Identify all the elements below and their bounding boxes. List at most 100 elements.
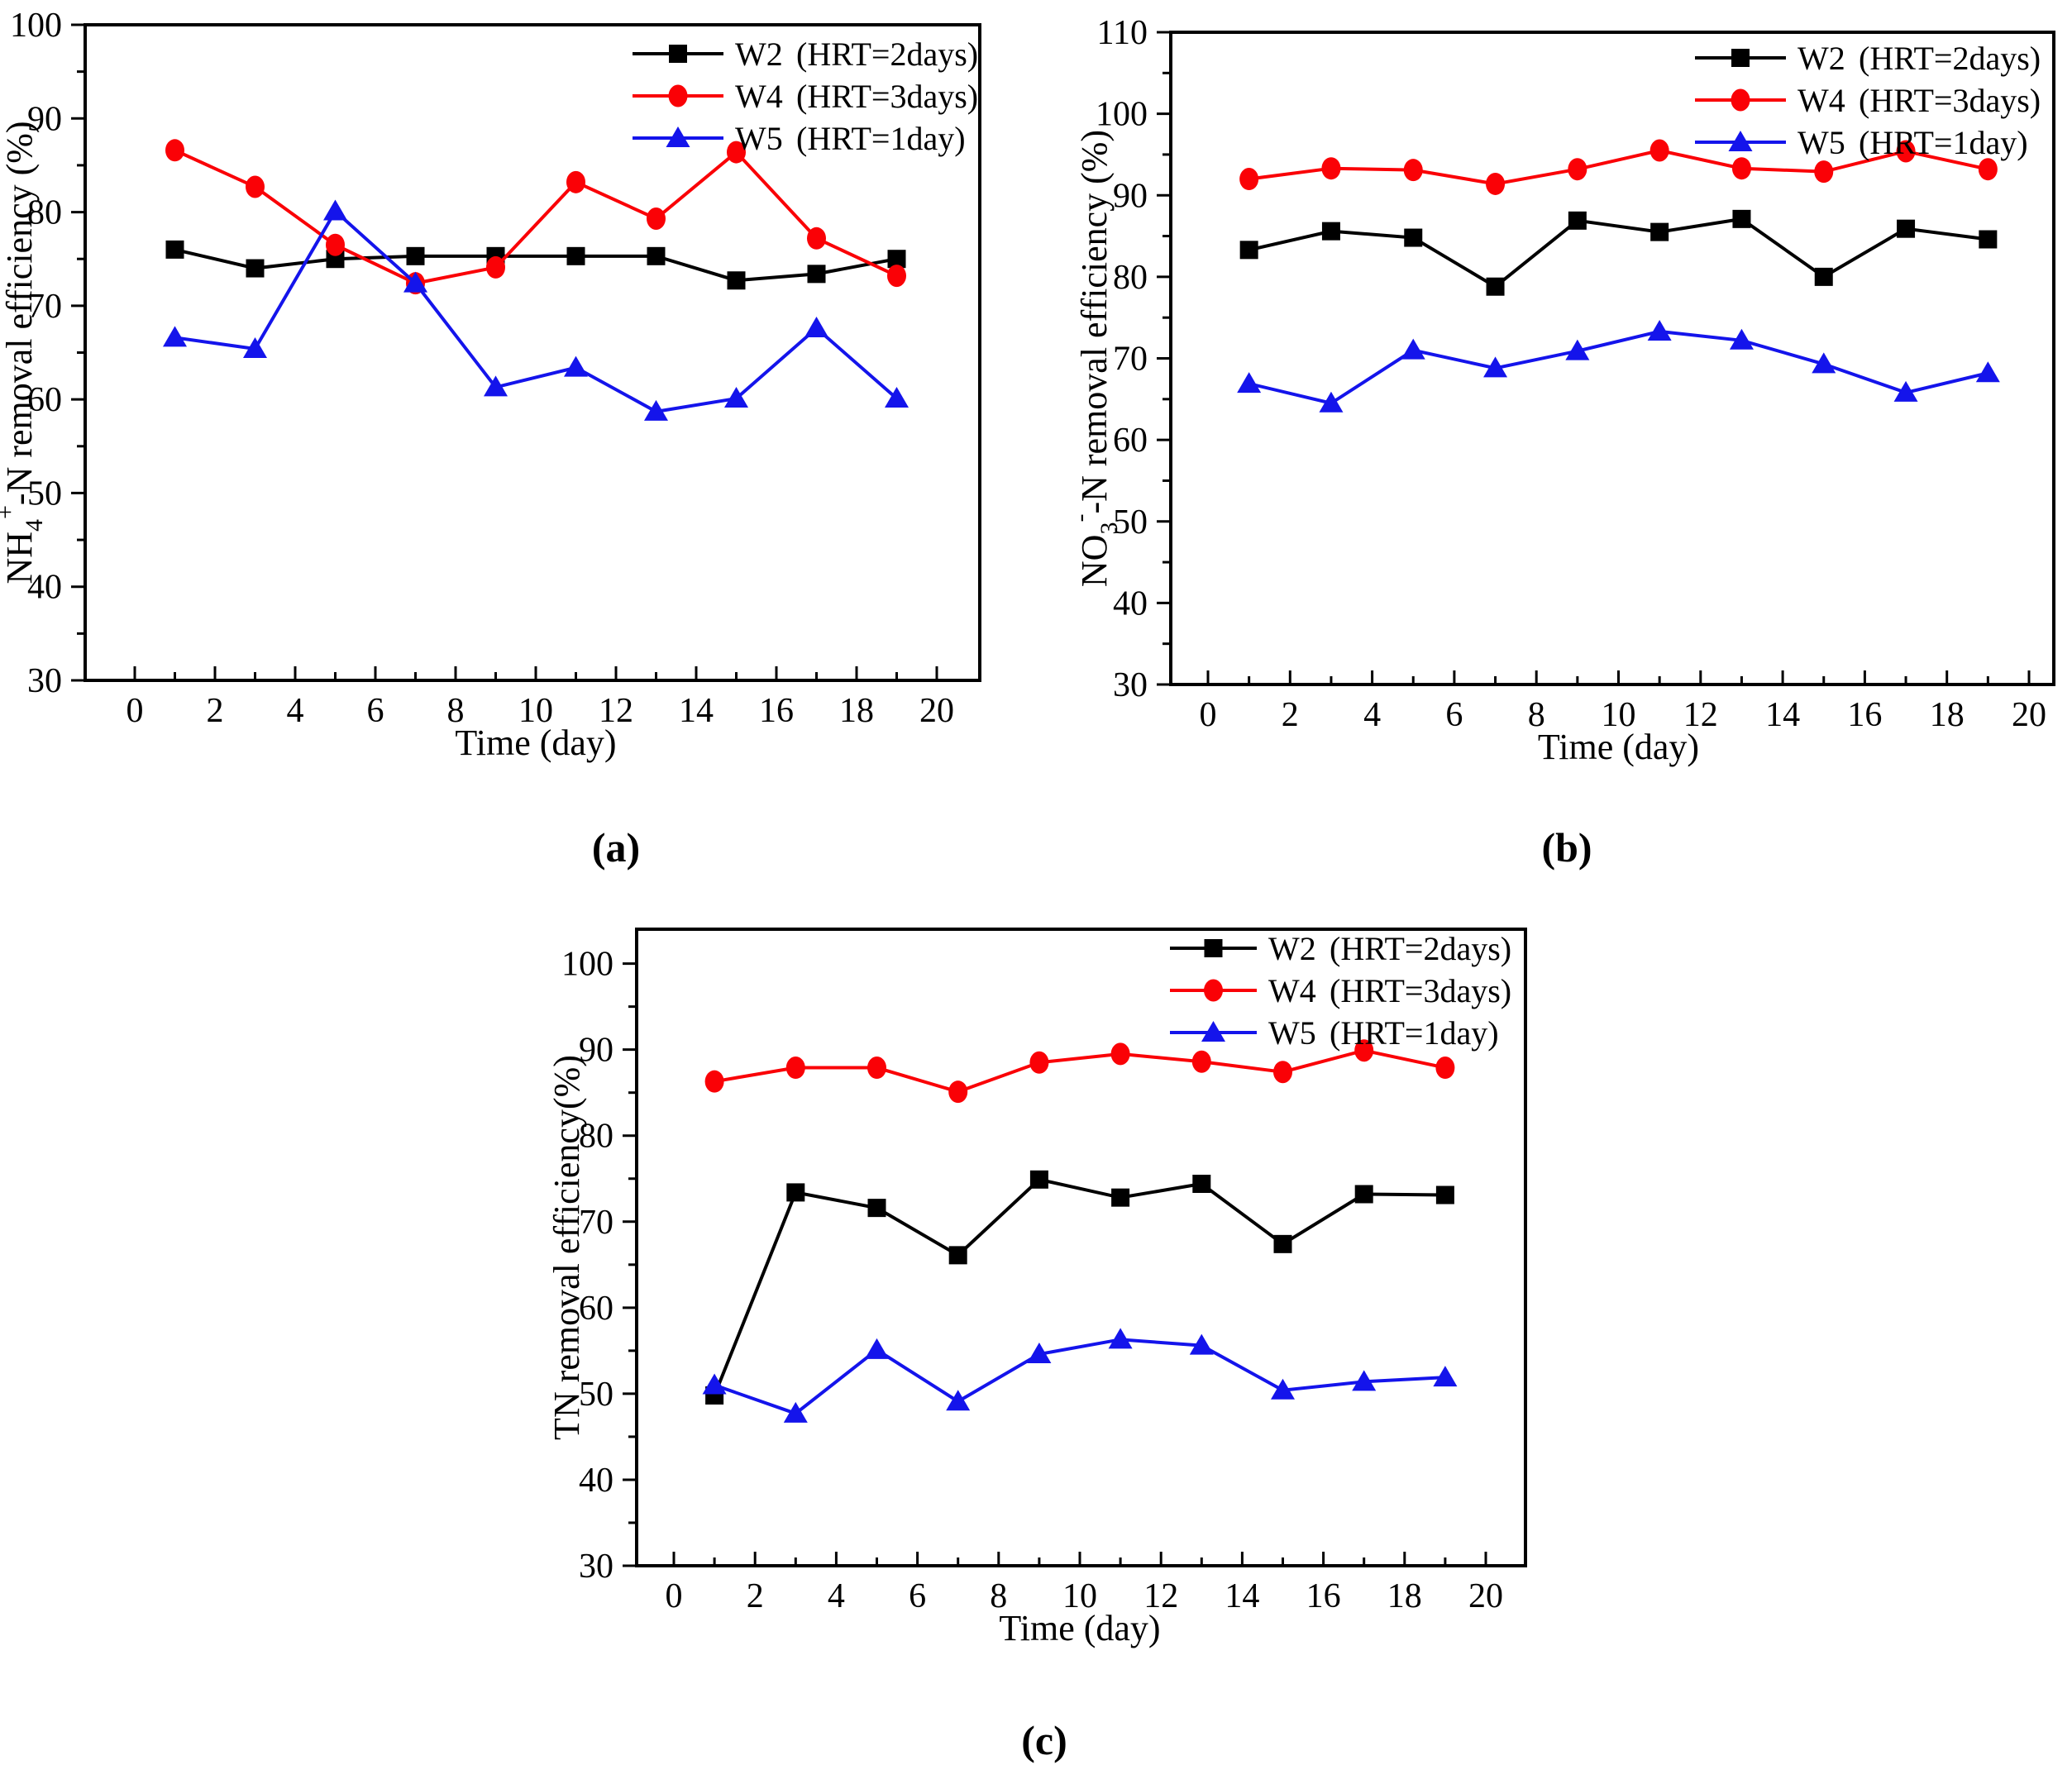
panel-caption-a: (a): [592, 824, 640, 871]
data-point-W2-day11: [566, 246, 585, 265]
x-axis-title-b: Time (day): [1538, 727, 1699, 767]
data-point-W2-day9: [1029, 1170, 1048, 1189]
data-point-W2-day15: [727, 271, 746, 290]
data-point-W4-day11: [566, 170, 585, 193]
series-line-W4: [714, 1048, 1446, 1094]
data-point-W4-day5: [867, 1057, 886, 1080]
x-tick-label: 20: [1468, 1577, 1503, 1615]
y-tick-label: 80: [27, 194, 62, 232]
data-point-W5-day19: [1975, 361, 2000, 383]
data-point-W2-day11: [1111, 1188, 1130, 1207]
y-axis-title-part: -: [1067, 514, 1094, 522]
data-point-W5-day7: [1483, 356, 1508, 378]
y-axis-title-part: -N removal efficiency (%): [0, 121, 40, 505]
chart-a: 30 40 50 60 70 80 90 100 0 2 4 6 8 10 12 14 16 18 20 Time (…: [0, 7, 981, 871]
data-point-W4-day19: [1435, 1057, 1455, 1080]
data-point-W4-day15: [727, 141, 746, 164]
y-axis-title-part: TN removal efficiency(%): [547, 1055, 587, 1440]
data-point-W2-day1: [1239, 241, 1258, 260]
series-line-W4: [174, 148, 898, 285]
legend-series-name: W5: [735, 120, 783, 157]
data-point-W5-day13: [644, 399, 668, 421]
data-point-W4-day9: [1029, 1051, 1049, 1074]
data-point-W2-day11: [1650, 222, 1669, 241]
data-point-W4-day3: [785, 1057, 805, 1080]
data-point-W5-day7: [946, 1390, 971, 1411]
legend-marker-circle-icon: [668, 84, 688, 107]
y-tick-label: 30: [27, 662, 62, 700]
series-W2-c: [705, 1170, 1454, 1405]
data-point-W2-day15: [1814, 267, 1833, 286]
x-tick-label: 16: [1306, 1577, 1341, 1615]
data-point-W5-day17: [1352, 1370, 1377, 1391]
data-point-W5-day19: [885, 387, 909, 408]
y-tick-label: 90: [27, 100, 62, 138]
y-tick-label: 80: [1113, 259, 1148, 297]
legend-series-name: W2: [1268, 930, 1316, 967]
legend-series-name: W2: [735, 36, 783, 73]
x-tick-label: 14: [1225, 1577, 1259, 1615]
data-point-W5-day17: [804, 317, 828, 338]
x-tick-label: 20: [919, 692, 954, 730]
data-point-W4-day19: [887, 265, 906, 288]
chart-c: 30 40 50 60 70 80 90 100 0 2 4 6 8 10 12 14 16 18 20 Time (…: [547, 928, 1527, 1763]
data-point-W5-day9: [1027, 1343, 1052, 1364]
data-point-W5-day1: [1237, 372, 1262, 394]
legend-series-name: W4: [735, 78, 783, 115]
x-tick-label: 8: [1528, 696, 1545, 734]
x-tick-label: 6: [909, 1577, 926, 1615]
series-W2-b: [1239, 209, 1998, 296]
legend-series-desc: (HRT=3days): [796, 78, 978, 115]
data-point-W4-day15: [1814, 160, 1834, 184]
data-point-W4-day9: [1568, 158, 1587, 181]
data-point-W2-day13: [1192, 1175, 1211, 1193]
legend-series-name: W5: [1797, 124, 1845, 161]
y-axis-title-part: +: [0, 505, 19, 519]
legend-series-desc: (HRT=3days): [1330, 972, 1511, 1009]
data-point-W5-day1: [163, 326, 187, 347]
legend-entry-W5-b: W5 (HRT=1day): [1695, 124, 2028, 161]
data-point-W4-day5: [1403, 159, 1423, 182]
legend-series-desc: (HRT=2days): [1330, 930, 1511, 967]
y-tick-label: 40: [579, 1462, 613, 1500]
legend-series-desc: (HRT=3days): [1859, 82, 2041, 119]
legend-series-desc: (HRT=2days): [1859, 40, 2041, 77]
data-point-W2-day17: [1354, 1185, 1373, 1204]
data-point-W5-day17: [1893, 380, 1918, 402]
x-tick-label: 18: [839, 692, 874, 730]
series-W5-c: [702, 1328, 1458, 1423]
panel-caption-c: (c): [1021, 1717, 1067, 1763]
series-W4-c: [704, 1039, 1455, 1104]
data-point-W2-day3: [246, 259, 265, 278]
series-line-W5: [174, 208, 898, 413]
data-point-W2-day5: [867, 1199, 886, 1218]
y-tick-label: 50: [1113, 503, 1148, 541]
y-tick-label: 50: [27, 475, 62, 513]
x-tick-label: 10: [518, 692, 553, 730]
y-tick-label: 70: [579, 1204, 613, 1242]
legend-marker-square-icon: [669, 45, 687, 63]
data-point-W5-day11: [1108, 1328, 1133, 1349]
data-point-W2-day9: [1568, 211, 1587, 230]
legend-series-desc: (HRT=1day): [796, 120, 966, 157]
data-point-W5-day13: [1189, 1333, 1214, 1355]
data-point-W5-day5: [1401, 338, 1425, 360]
y-tick-label: 50: [579, 1376, 613, 1414]
data-point-W4-day7: [1486, 172, 1506, 195]
x-tick-label: 0: [1200, 696, 1217, 734]
data-point-W4-day13: [647, 207, 666, 231]
x-tick-label: 2: [747, 1577, 764, 1615]
y-tick-label: 100: [10, 7, 62, 45]
data-point-W4-day11: [1649, 139, 1669, 162]
data-point-W4-day15: [1273, 1061, 1292, 1084]
series-line-W5: [714, 1338, 1446, 1416]
y-axis-title-part: 3: [1096, 522, 1123, 535]
legend-entry-W2-c: W2 (HRT=2days): [1170, 930, 1511, 967]
panel-caption-b: (b): [1541, 824, 1592, 871]
y-tick-label: 60: [1113, 422, 1148, 460]
data-point-W4-day19: [1978, 158, 1998, 181]
legend-marker-triangle-icon: [1728, 131, 1753, 151]
series-line-W2: [713, 1177, 1445, 1396]
data-point-W2-day13: [1732, 209, 1751, 228]
